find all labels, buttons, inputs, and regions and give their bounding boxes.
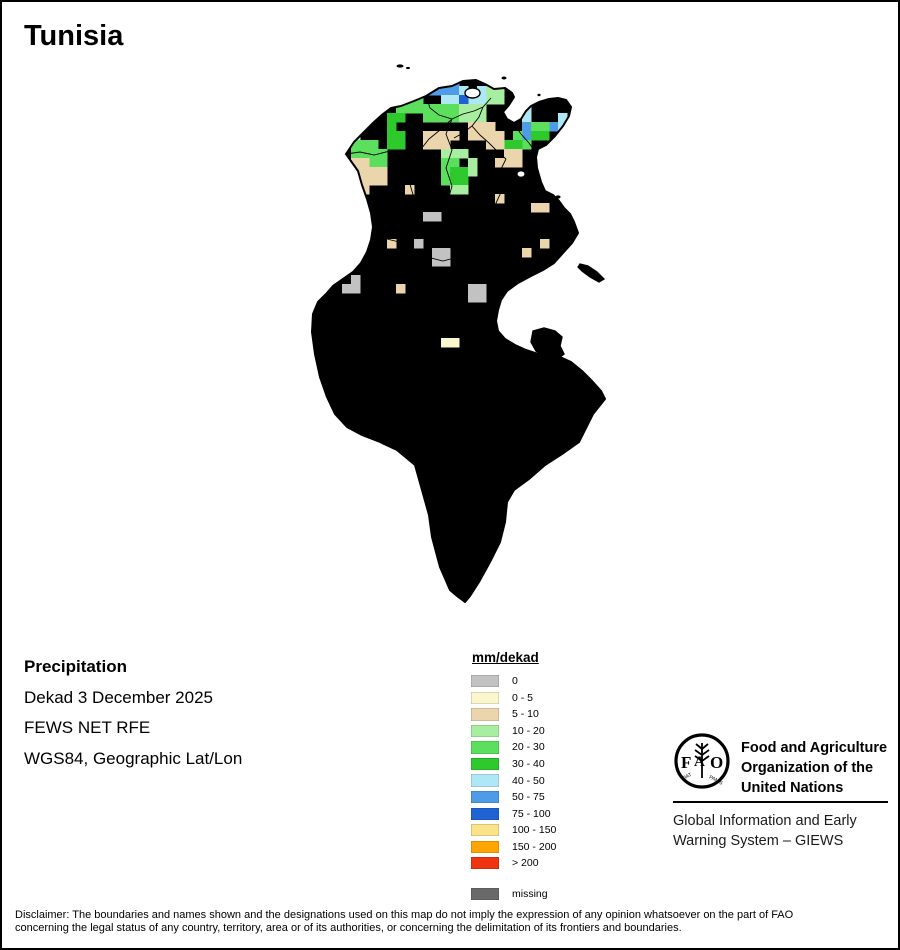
org-name-line: United Nations xyxy=(741,780,844,796)
djerba-island xyxy=(530,327,565,361)
wheat-ear-icon xyxy=(694,743,710,778)
fao-logo-icon: F A O FIAT PANIS xyxy=(674,733,730,789)
legend-item: 100 - 150 xyxy=(471,822,556,839)
legend-item: 150 - 200 xyxy=(471,838,556,855)
page-title: Tunisia xyxy=(24,20,124,52)
logo-letter-a: A xyxy=(694,754,705,770)
info-heading: Precipitation xyxy=(24,657,127,676)
legend-swatch xyxy=(471,691,499,704)
giews-line: Global Information and Early xyxy=(673,813,857,829)
legend-swatch xyxy=(471,741,499,754)
org-separator xyxy=(673,801,888,803)
legend-item-label: 20 - 30 xyxy=(512,741,545,754)
lake-bizerte xyxy=(464,87,481,99)
legend-swatch xyxy=(471,675,499,688)
legend-swatch xyxy=(471,840,499,853)
legend-item: 40 - 50 xyxy=(471,772,556,789)
legend-item: 75 - 100 xyxy=(471,805,556,822)
org-name-line: Food and Agriculture xyxy=(741,740,888,756)
kerkennah-islands xyxy=(577,263,606,283)
disclaimer: Disclaimer: The boundaries and names sho… xyxy=(15,909,793,935)
giews-line: Warning System – GIEWS xyxy=(673,833,844,849)
legend-swatch xyxy=(471,774,499,787)
legend-item-label: 5 - 10 xyxy=(512,708,539,721)
legend-item-label: 0 - 5 xyxy=(512,691,534,704)
logo-motto-fiat: FIAT xyxy=(681,772,693,782)
legend-item: 10 - 20 xyxy=(471,723,556,740)
logo-letter-f: F xyxy=(681,753,691,772)
legend-item: 0 - 5 xyxy=(471,690,556,707)
legend-swatch xyxy=(471,757,499,771)
legend-title: mm/dekad xyxy=(472,650,539,665)
legend-swatch xyxy=(471,790,499,804)
legend-item: 50 - 75 xyxy=(471,789,556,806)
precipitation-raster xyxy=(312,80,605,602)
legend-item: 5 - 10 xyxy=(471,706,556,723)
legend-item: 30 - 40 xyxy=(471,756,556,773)
legend-item-label: 100 - 150 xyxy=(512,824,557,837)
org-name: Food and Agriculture Organization of the… xyxy=(741,738,887,798)
legend-item-label: 10 - 20 xyxy=(512,724,545,737)
legend-swatch xyxy=(471,807,499,820)
org-giews: Global Information and Early Warning Sys… xyxy=(673,811,857,851)
info-projection: WGS84, Geographic Lat/Lon xyxy=(24,748,243,768)
small-islands xyxy=(396,64,561,199)
legend-item: 0 xyxy=(471,673,556,690)
sebkha-lagoon xyxy=(516,170,526,178)
legend-item-label: missing xyxy=(512,887,548,900)
legend-swatch xyxy=(471,708,499,721)
legend-item-label: 50 - 75 xyxy=(512,791,545,804)
legend-item-label: > 200 xyxy=(512,857,539,870)
legend-item-label: 40 - 50 xyxy=(512,774,545,787)
zone-south-dry xyxy=(312,282,605,602)
map-info-block: Precipitation Dekad 3 December 2025 FEWS… xyxy=(24,652,242,774)
legend-swatch xyxy=(471,724,499,738)
disclaimer-line: concerning the legal status of any count… xyxy=(15,922,682,935)
legend-item: 20 - 30 xyxy=(471,739,556,756)
legend-item: > 200 xyxy=(471,855,556,872)
org-name-line: Organization of the xyxy=(741,760,874,776)
info-dekad: Dekad 3 December 2025 xyxy=(24,687,214,707)
legend-item-label: 75 - 100 xyxy=(512,807,551,820)
legend-item-label: 150 - 200 xyxy=(512,840,557,853)
governorate-boundaries xyxy=(313,95,555,466)
legend-list: 0 0 - 5 5 - 10 10 - 20 20 - 30 30 - 40 40 - 50… xyxy=(471,673,556,902)
logo-letter-o: O xyxy=(710,753,723,772)
legend-item: missing xyxy=(471,886,556,903)
legend-item-label: 0 xyxy=(512,675,518,688)
legend-swatch xyxy=(471,857,499,870)
legend-swatch xyxy=(471,887,499,900)
legend: mm/dekad 0 0 - 5 5 - 10 10 - 20 20 - 30 30 - … xyxy=(471,650,556,902)
legend-swatch xyxy=(471,824,499,837)
legend-item-label: 30 - 40 xyxy=(512,758,545,770)
info-source: FEWS NET RFE xyxy=(24,718,151,737)
disclaimer-line: Disclaimer: The boundaries and names sho… xyxy=(15,909,794,921)
